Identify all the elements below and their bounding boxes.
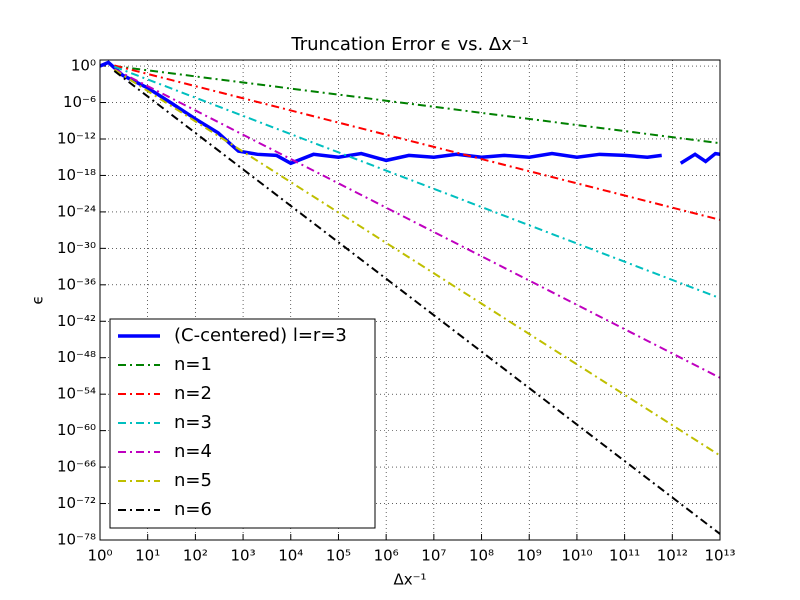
legend-label: n=1: [174, 354, 212, 375]
y-tick-label: 10⁻¹⁸: [57, 166, 96, 184]
x-tick-label: 10¹¹: [609, 547, 640, 565]
y-tick-label: 10⁻⁷⁸: [57, 531, 96, 549]
x-tick-label: 10¹: [135, 547, 160, 565]
y-tick-label: 10⁻¹²: [57, 129, 96, 147]
x-tick-label: 10²: [183, 547, 208, 565]
legend-label: n=3: [174, 412, 212, 433]
x-tick-label: 10⁸: [469, 547, 494, 565]
x-axis-label: Δx⁻¹: [393, 571, 426, 589]
series-line: [113, 68, 720, 379]
legend-label: (C-centered) l=r=3: [174, 325, 347, 346]
x-tick-label: 10¹³: [704, 547, 735, 565]
plot-frame: [99, 59, 721, 541]
series-line: [114, 65, 720, 145]
series-line: [113, 70, 720, 535]
y-tick-label: 10⁻⁷²: [57, 494, 96, 512]
y-tick-label: 10⁻³⁶: [57, 275, 96, 293]
series-line: [114, 65, 720, 300]
y-tick-label: 10⁻⁵⁴: [57, 385, 96, 403]
y-tick-label: 10⁻⁴⁸: [57, 348, 96, 366]
x-tick-label: 10⁶: [374, 547, 399, 565]
x-tick-label: 10⁹: [517, 547, 542, 565]
y-axis-label: ϵ: [29, 295, 47, 304]
x-tick-label: 10⁴: [278, 547, 303, 565]
legend-label: n=5: [174, 470, 212, 491]
x-tick-label: 10⁷: [421, 547, 446, 565]
y-tick-label: 10⁻²⁴: [57, 202, 96, 220]
series-line: [113, 68, 720, 457]
x-tick-label: 10³: [231, 547, 256, 565]
x-tick-label: 10⁰: [87, 547, 112, 565]
legend-label: n=4: [174, 441, 212, 462]
legend-label: n=6: [174, 499, 212, 520]
y-tick-label: 10⁻⁶: [63, 93, 96, 111]
y-tick-label: 10⁻⁶⁶: [57, 458, 96, 476]
series-line: [100, 60, 720, 166]
x-tick-label: 10¹²: [657, 547, 688, 565]
series-line: [114, 64, 720, 221]
chart-title: Truncation Error ϵ vs. Δx⁻¹: [290, 34, 528, 55]
x-tick-label: 10¹⁰: [561, 547, 592, 565]
y-tick-label: 10⁻³⁰: [57, 239, 96, 257]
y-tick-label: 10⁻⁶⁰: [57, 421, 96, 439]
y-tick-label: 10⁻⁴²: [57, 312, 96, 330]
legend-label: n=2: [174, 383, 212, 404]
x-tick-label: 10⁵: [326, 547, 351, 565]
y-tick-label: 10⁰: [71, 57, 96, 75]
